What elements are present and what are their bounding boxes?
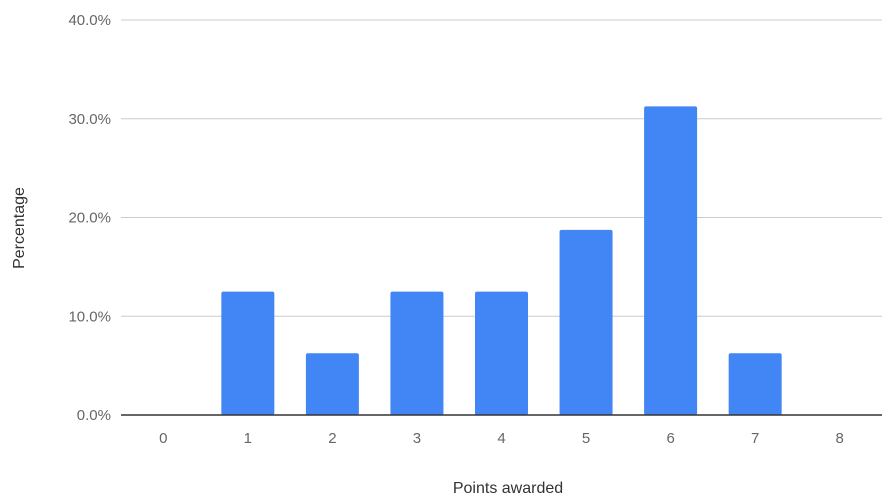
y-tick-labels: 0.0% 10.0% 20.0% 30.0% 40.0% <box>68 12 111 424</box>
bar-4 <box>475 291 528 415</box>
bar-5 <box>559 229 613 415</box>
x-tick-label: 6 <box>666 430 674 447</box>
x-tick-label: 1 <box>244 430 252 447</box>
bar-1 <box>221 291 275 415</box>
x-tick-labels: 0 1 2 3 4 5 6 7 8 <box>159 430 844 447</box>
x-tick-label: 3 <box>413 430 421 447</box>
x-tick-label: 7 <box>751 430 759 447</box>
x-axis-title: Points awarded <box>453 480 563 497</box>
bar-6 <box>644 106 698 415</box>
x-tick-label: 0 <box>159 430 167 447</box>
y-tick-label: 10.0% <box>68 308 111 325</box>
y-axis-title: Percentage <box>11 187 28 269</box>
gridlines <box>121 19 882 317</box>
bars <box>221 106 782 415</box>
x-tick-label: 8 <box>836 430 844 447</box>
bar-2 <box>305 353 359 415</box>
x-tick-label: 2 <box>328 430 336 447</box>
y-tick-label: 20.0% <box>68 210 111 227</box>
bar-7 <box>728 353 782 415</box>
y-tick-label: 30.0% <box>68 111 111 128</box>
y-tick-label: 40.0% <box>68 12 111 29</box>
x-tick-label: 4 <box>497 430 505 447</box>
x-tick-label: 5 <box>582 430 590 447</box>
y-tick-label: 0.0% <box>77 407 111 424</box>
bar-3 <box>390 291 444 415</box>
